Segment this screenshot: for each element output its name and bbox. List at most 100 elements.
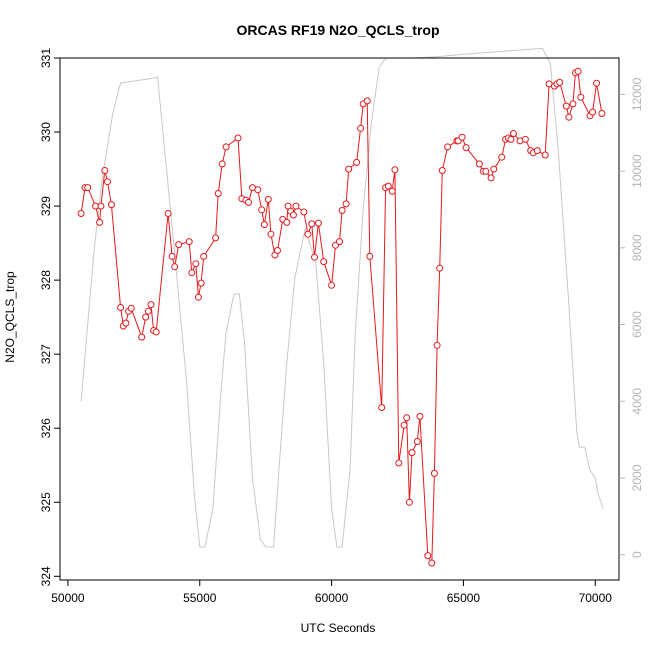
y2-tick-label: 10000 bbox=[630, 154, 644, 188]
n2o-point bbox=[345, 165, 353, 173]
y-tick-label: 330 bbox=[39, 122, 53, 142]
plot-frame bbox=[59, 57, 620, 581]
n2o-point bbox=[593, 79, 601, 87]
x-tick-label: 50000 bbox=[51, 591, 85, 605]
n2o-point bbox=[77, 210, 85, 217]
n2o-point bbox=[144, 307, 152, 315]
n2o-point bbox=[510, 130, 517, 137]
n2o-point bbox=[574, 67, 582, 75]
n2o-point bbox=[403, 414, 411, 422]
n2o-point bbox=[342, 200, 350, 208]
y2-tick-label: 12000 bbox=[630, 77, 644, 111]
n2o-point bbox=[428, 559, 436, 567]
n2o-point bbox=[408, 449, 416, 457]
n2o-point bbox=[490, 165, 498, 173]
n2o-point bbox=[314, 219, 322, 227]
n2o-point bbox=[556, 78, 564, 86]
y-tick-label: 324 bbox=[39, 566, 53, 586]
n2o-point bbox=[254, 186, 262, 194]
n2o-point bbox=[188, 269, 196, 277]
n2o-point bbox=[127, 304, 135, 312]
n2o-point bbox=[320, 258, 328, 266]
n2o-point bbox=[264, 195, 272, 203]
n2o-point bbox=[533, 147, 541, 155]
x-axis-title: UTC Seconds bbox=[301, 621, 376, 635]
n2o-point bbox=[328, 281, 336, 289]
n2o-point bbox=[405, 498, 413, 506]
n2o-point bbox=[300, 208, 308, 216]
n2o-point bbox=[142, 313, 150, 321]
n2o-point bbox=[384, 182, 392, 190]
n2o-point bbox=[283, 218, 291, 226]
n2o-point bbox=[507, 135, 515, 143]
n2o-point bbox=[107, 201, 115, 209]
n2o-point bbox=[562, 102, 570, 110]
x-tick-label: 60000 bbox=[315, 591, 349, 605]
n2o-point bbox=[104, 178, 111, 186]
n2o-point bbox=[438, 167, 446, 174]
n2o-point bbox=[308, 220, 316, 228]
n2o-point bbox=[101, 167, 109, 174]
y-tick-label: 326 bbox=[39, 418, 53, 438]
n2o-point bbox=[475, 160, 483, 168]
n2o-point bbox=[598, 110, 606, 117]
n2o-series bbox=[77, 67, 606, 567]
y2-tick-label: 2000 bbox=[630, 464, 644, 491]
n2o-point bbox=[487, 174, 495, 182]
n2o-point bbox=[413, 438, 421, 445]
n2o-point bbox=[353, 158, 361, 166]
n2o-point bbox=[304, 230, 312, 238]
n2o-point bbox=[245, 198, 252, 206]
n2o-point bbox=[168, 252, 176, 260]
altitude-line bbox=[80, 47, 604, 548]
n2o-point bbox=[194, 293, 202, 301]
n2o-point bbox=[289, 211, 297, 219]
n2o-point bbox=[577, 93, 585, 101]
n2o-point bbox=[565, 113, 573, 121]
n2o-point bbox=[192, 260, 200, 268]
n2o-point bbox=[521, 135, 529, 143]
y-tick-label: 328 bbox=[39, 270, 53, 290]
n2o-point bbox=[234, 134, 242, 142]
n2o-point bbox=[388, 187, 396, 195]
y2-tick-label: 6000 bbox=[630, 311, 644, 338]
n2o-point bbox=[400, 421, 408, 429]
n2o-point bbox=[569, 100, 577, 108]
n2o-point bbox=[430, 469, 438, 477]
n2o-point bbox=[260, 221, 268, 229]
n2o-point bbox=[267, 230, 275, 238]
chart-title: ORCAS RF19 N2O_QCLS_trop bbox=[236, 22, 439, 38]
y2-tick-label: 0 bbox=[630, 551, 644, 558]
n2o-point bbox=[391, 166, 399, 174]
n2o-point bbox=[152, 328, 160, 336]
axes: 50000 55000 60000 65000 70000324325326327328… bbox=[39, 48, 644, 605]
y-axis-title: N2O_QCLS_trop bbox=[3, 271, 17, 363]
n2o-point bbox=[363, 97, 371, 105]
n2o-point bbox=[433, 341, 441, 349]
y2-tick-label: 4000 bbox=[630, 388, 644, 415]
n2o-point bbox=[97, 202, 105, 210]
n2o-point bbox=[444, 143, 452, 151]
n2o-line bbox=[80, 70, 603, 565]
n2o-point bbox=[292, 202, 300, 210]
x-tick-label: 65000 bbox=[447, 591, 481, 605]
y2-tick-label: 8000 bbox=[630, 234, 644, 261]
n2o-point bbox=[378, 404, 386, 411]
y-tick-label: 329 bbox=[39, 196, 53, 216]
n2o-point bbox=[462, 144, 470, 152]
n2o-point bbox=[274, 247, 281, 254]
n2o-point bbox=[498, 153, 506, 161]
x-tick-label: 70000 bbox=[579, 591, 613, 605]
n2o-point bbox=[197, 279, 205, 287]
n2o-point bbox=[366, 252, 374, 260]
n2o-point bbox=[138, 333, 146, 341]
n2o-point bbox=[84, 184, 92, 192]
n2o-point bbox=[482, 167, 490, 175]
n2o-point bbox=[336, 238, 343, 246]
n2o-point bbox=[416, 412, 424, 420]
n2o-point bbox=[117, 304, 125, 311]
n2o-point bbox=[214, 190, 222, 197]
n2o-point bbox=[589, 108, 597, 116]
